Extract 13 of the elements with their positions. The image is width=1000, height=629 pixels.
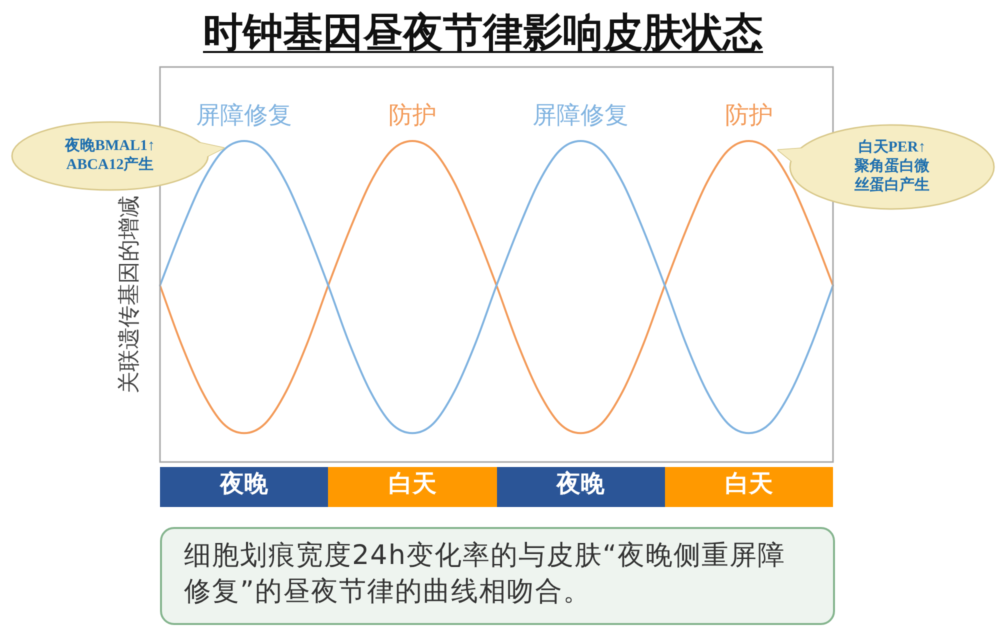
x-tick-label: 白天 [388,470,436,498]
y-axis-title: 关联遗传基因的增减 [116,196,141,394]
text: 屏障修复 [532,101,629,130]
text: 细胞划痕宽度24h变化率的与皮肤“夜晚侧重屏障修复”的昼夜节律的曲线相吻合。 [160,527,835,625]
text: 夜晚BMAL1↑ ABCA12产生 [64,137,156,175]
text: 防护 [388,101,436,130]
series-label: 防护 [724,101,773,130]
x-tick-label: 夜晚 [219,470,270,498]
chart-title: 时钟基因昼夜节律影响皮肤状态 [202,9,764,58]
text: 白天PER↑ 聚角蛋白微丝蛋白产生 [854,138,930,196]
series-label: 屏障修复 [196,101,292,130]
x-tick-label: 夜晚 [556,470,606,498]
x-tick-label: 白天 [724,470,773,498]
